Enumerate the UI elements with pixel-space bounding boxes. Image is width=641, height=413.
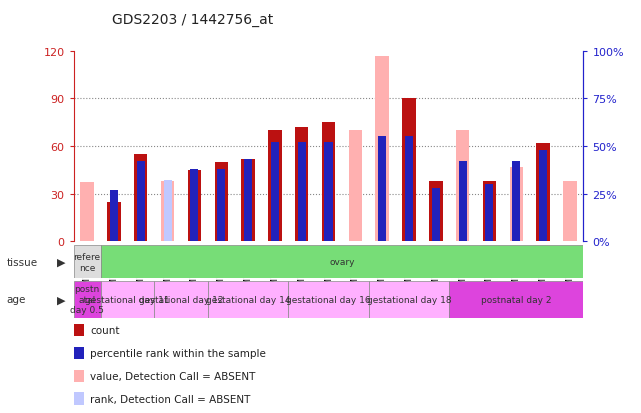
Bar [244, 160, 252, 242]
Text: gestational day 14: gestational day 14 [206, 295, 290, 304]
FancyBboxPatch shape [101, 246, 583, 279]
Text: percentile rank within the sample: percentile rank within the sample [90, 348, 266, 358]
Text: gestational day 11: gestational day 11 [85, 295, 170, 304]
Bar [188, 170, 201, 242]
Bar [539, 160, 547, 242]
FancyBboxPatch shape [101, 281, 154, 318]
Bar [107, 202, 121, 242]
Text: postnatal day 2: postnatal day 2 [481, 295, 551, 304]
Text: age: age [6, 294, 26, 304]
Bar [403, 99, 415, 242]
Text: value, Detection Call = ABSENT: value, Detection Call = ABSENT [90, 371, 256, 381]
Text: ovary: ovary [329, 258, 354, 267]
Bar [324, 143, 333, 242]
Text: postn
atal
day 0.5: postn atal day 0.5 [70, 285, 104, 314]
Bar [456, 131, 469, 242]
Text: ▶: ▶ [56, 294, 65, 304]
Bar [322, 123, 335, 242]
Bar [137, 162, 145, 242]
Bar [510, 167, 523, 242]
FancyBboxPatch shape [74, 281, 101, 318]
Bar [295, 128, 308, 242]
Bar [429, 181, 442, 242]
Bar [110, 190, 118, 242]
Text: count: count [90, 325, 120, 335]
Text: gestational day 12: gestational day 12 [138, 295, 223, 304]
Bar [80, 183, 94, 242]
FancyBboxPatch shape [369, 281, 449, 318]
Bar [432, 188, 440, 242]
Bar [271, 143, 279, 242]
Bar [215, 162, 228, 242]
Text: gestational day 18: gestational day 18 [367, 295, 451, 304]
Bar [268, 131, 281, 242]
FancyBboxPatch shape [74, 246, 101, 279]
Bar [512, 162, 520, 242]
Bar [134, 154, 147, 242]
Bar [190, 169, 199, 242]
Bar [217, 169, 225, 242]
Bar [485, 185, 494, 242]
Bar [378, 137, 386, 242]
FancyBboxPatch shape [288, 281, 369, 318]
Bar [242, 159, 254, 242]
Text: ▶: ▶ [56, 257, 65, 267]
Bar [405, 137, 413, 242]
Text: rank, Detection Call = ABSENT: rank, Detection Call = ABSENT [90, 394, 251, 404]
FancyBboxPatch shape [208, 281, 288, 318]
Bar [483, 181, 496, 242]
Bar [163, 181, 172, 242]
Bar [563, 181, 577, 242]
Bar [537, 143, 550, 242]
Bar [297, 143, 306, 242]
Bar [376, 57, 389, 242]
Text: tissue: tissue [6, 257, 38, 267]
FancyBboxPatch shape [154, 281, 208, 318]
Bar [349, 131, 362, 242]
Bar [161, 181, 174, 242]
Text: gestational day 16: gestational day 16 [286, 295, 371, 304]
Bar [539, 150, 547, 242]
FancyBboxPatch shape [449, 281, 583, 318]
Text: GDS2203 / 1442756_at: GDS2203 / 1442756_at [112, 13, 273, 27]
Text: refere
nce: refere nce [74, 253, 101, 272]
Bar [458, 162, 467, 242]
